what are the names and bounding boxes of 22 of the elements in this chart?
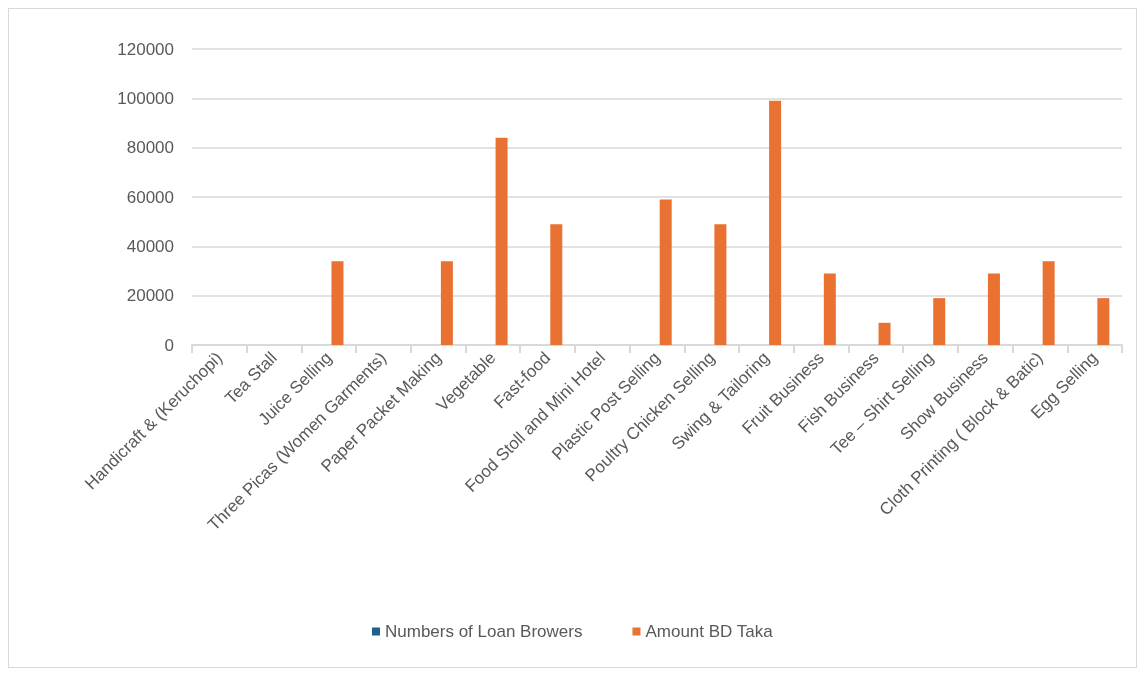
y-tick-label: 120000 [117, 39, 174, 59]
y-tick-label: 80000 [126, 138, 174, 158]
y-tick-label: 20000 [126, 286, 174, 306]
bar [714, 224, 727, 345]
bar [659, 199, 672, 345]
bar [823, 273, 836, 345]
bar [1097, 298, 1110, 345]
legend-label: Numbers of Loan Browers [384, 622, 583, 641]
bar [331, 261, 344, 345]
y-tick-label: 100000 [117, 88, 174, 108]
y-tick-label: 60000 [126, 187, 174, 207]
bar [987, 273, 1000, 345]
bar [878, 322, 891, 345]
bar [495, 137, 508, 345]
y-tick-label: 40000 [126, 236, 174, 256]
legend-label: Amount BD Taka [645, 622, 774, 641]
bar [550, 224, 563, 345]
bar [933, 298, 946, 345]
bar [1042, 261, 1055, 345]
bar [769, 100, 782, 345]
y-tick-label: 0 [164, 335, 174, 355]
bar [440, 261, 453, 345]
